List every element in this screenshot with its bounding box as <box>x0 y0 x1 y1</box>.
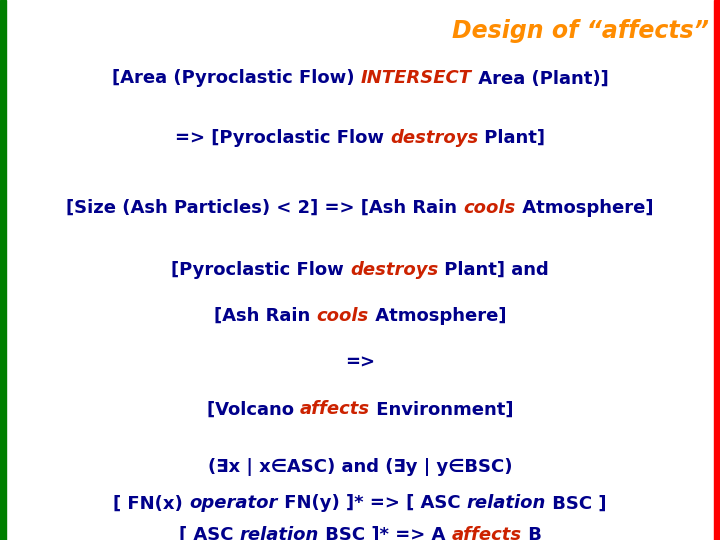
Text: [Pyroclastic Flow: [Pyroclastic Flow <box>171 261 350 279</box>
Text: FN(y) ]* => [ ASC: FN(y) ]* => [ ASC <box>278 494 467 512</box>
Text: Atmosphere]: Atmosphere] <box>516 199 654 217</box>
Bar <box>0 0 6 540</box>
Text: Plant]: Plant] <box>478 129 545 147</box>
Bar <box>714 0 720 540</box>
Text: Design of “affects”: Design of “affects” <box>452 19 709 43</box>
Text: operator: operator <box>189 494 278 512</box>
Text: affects: affects <box>300 400 370 418</box>
Text: BSC ]* => A: BSC ]* => A <box>319 525 451 540</box>
Text: BSC ]: BSC ] <box>546 494 606 512</box>
Text: [ ASC: [ ASC <box>179 525 239 540</box>
Text: [Ash Rain: [Ash Rain <box>214 307 316 325</box>
Text: => [Pyroclastic Flow: => [Pyroclastic Flow <box>175 129 390 147</box>
Text: Environment]: Environment] <box>370 400 513 418</box>
Text: cools: cools <box>464 199 516 217</box>
Text: affects: affects <box>451 525 521 540</box>
Text: [Volcano: [Volcano <box>207 400 300 418</box>
Text: Atmosphere]: Atmosphere] <box>369 307 506 325</box>
Text: B: B <box>521 525 541 540</box>
Text: =>: => <box>345 354 375 372</box>
Text: Plant] and: Plant] and <box>438 261 549 279</box>
Text: destroys: destroys <box>350 261 438 279</box>
Text: [ FN(x): [ FN(x) <box>114 494 189 512</box>
Text: [Area (Pyroclastic Flow): [Area (Pyroclastic Flow) <box>112 69 361 87</box>
Text: [Size (Ash Particles) < 2] => [Ash Rain: [Size (Ash Particles) < 2] => [Ash Rain <box>66 199 464 217</box>
Text: relation: relation <box>239 525 319 540</box>
Text: relation: relation <box>467 494 546 512</box>
Text: (∃x | x∈ASC) and (∃y | y∈BSC): (∃x | x∈ASC) and (∃y | y∈BSC) <box>208 458 512 476</box>
Text: cools: cools <box>316 307 369 325</box>
Text: INTERSECT: INTERSECT <box>361 69 472 87</box>
Text: destroys: destroys <box>390 129 478 147</box>
Text: Area (Plant)]: Area (Plant)] <box>472 69 608 87</box>
